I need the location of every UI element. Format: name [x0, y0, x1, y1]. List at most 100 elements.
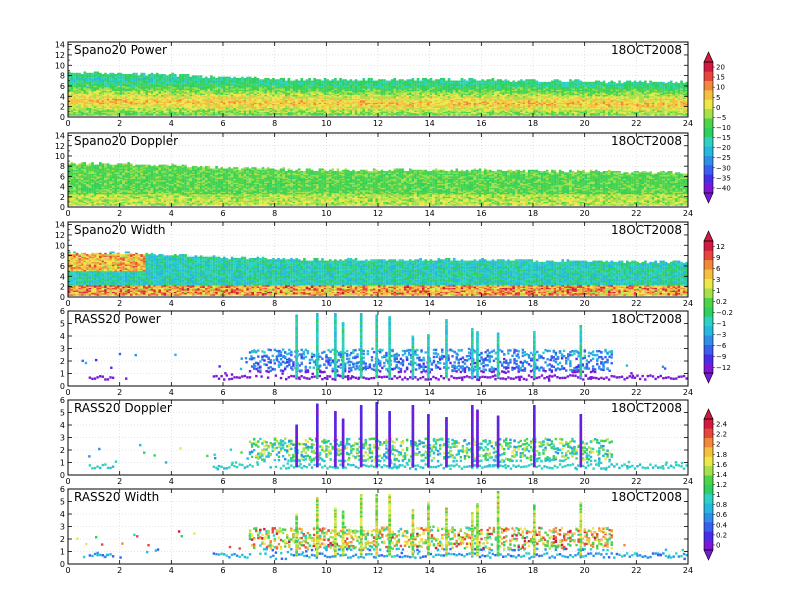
heatmap-cell [166, 80, 169, 83]
heatmap-cell [326, 110, 329, 112]
heatmap-cell [176, 87, 180, 89]
heatmap-cell [88, 93, 92, 96]
heatmap-cell [80, 96, 84, 98]
heatmap-cell [318, 80, 322, 83]
heatmap-cell [318, 110, 322, 112]
heatmap-cell [96, 71, 100, 74]
heatmap-cell [161, 98, 164, 101]
heatmap-cell [354, 79, 358, 81]
heatmap-cell [163, 84, 167, 87]
heatmap-cell [153, 77, 156, 80]
heatmap-cell [166, 94, 169, 97]
heatmap-cell [285, 102, 288, 105]
heatmap-cell [194, 77, 198, 80]
heatmap-cell [274, 81, 278, 84]
heatmap-cell [331, 87, 335, 89]
heatmap-cell [310, 90, 314, 93]
heatmap-cell [220, 76, 224, 79]
heatmap-cell [217, 103, 221, 106]
heatmap-cell [91, 106, 94, 108]
heatmap-cell [277, 112, 280, 115]
heatmap-cell [323, 77, 327, 80]
heatmap-cell [173, 110, 177, 112]
heatmap-cell [341, 92, 345, 94]
heatmap-cell [173, 112, 177, 115]
heatmap-cell [204, 105, 208, 107]
heatmap-cell [233, 80, 236, 83]
heatmap-cell [339, 103, 342, 106]
heatmap-cell [68, 96, 71, 98]
heatmap-cell [295, 112, 298, 115]
heatmap-cell [217, 80, 221, 83]
heatmap-cell [421, 77, 425, 80]
heatmap-cell [246, 77, 249, 80]
heatmap-cell [106, 94, 110, 97]
heatmap-cell [119, 102, 123, 105]
heatmap-cell [161, 75, 164, 77]
heatmap-cell [290, 110, 293, 112]
heatmap-cell [111, 114, 115, 116]
heatmap-cell [80, 110, 84, 112]
heatmap-cell [225, 108, 229, 111]
heatmap-cell [101, 112, 105, 115]
heatmap-cell [130, 114, 133, 116]
heatmap-cell [272, 102, 275, 105]
heatmap-cell [223, 90, 226, 93]
heatmap-cell [132, 87, 136, 89]
heatmap-cell [238, 84, 242, 87]
heatmap-cell [101, 94, 105, 97]
heatmap-cell [137, 98, 141, 101]
heatmap-cell [122, 111, 125, 114]
heatmap-cell [145, 81, 149, 84]
heatmap-cell [75, 74, 79, 76]
heatmap-cell [122, 94, 125, 97]
heatmap-cell [243, 94, 247, 97]
heatmap-cell [233, 76, 236, 79]
heatmap-cell [256, 89, 260, 92]
heatmap-cell [305, 89, 309, 92]
heatmap-cell [184, 87, 187, 89]
heatmap-cell [310, 114, 314, 116]
heatmap-cell [303, 97, 306, 99]
heatmap-cell [212, 114, 216, 116]
heatmap-cell [261, 84, 265, 87]
heatmap-cell [305, 103, 309, 106]
heatmap-cell [310, 88, 314, 90]
heatmap-cell [331, 114, 335, 116]
heatmap-cell [241, 87, 244, 89]
heatmap-cell [73, 110, 76, 112]
heatmap-cell [70, 85, 74, 88]
heatmap-cell [111, 96, 115, 98]
heatmap-cell [181, 105, 185, 107]
heatmap-cell [277, 80, 280, 83]
heatmap-cell [248, 101, 252, 103]
heatmap-cell [83, 112, 87, 115]
heatmap-cell [230, 85, 234, 88]
heatmap-cell [238, 85, 242, 88]
heatmap-cell [217, 84, 221, 87]
heatmap-cell [274, 102, 278, 105]
heatmap-cell [256, 105, 260, 107]
heatmap-cell [114, 81, 118, 84]
heatmap-cell [127, 97, 131, 99]
heatmap-cell [70, 102, 74, 105]
heatmap-cell [173, 90, 177, 93]
heatmap-cell [323, 80, 327, 83]
heatmap-cell [119, 101, 123, 103]
heatmap-cell [166, 76, 169, 79]
heatmap-cell [161, 102, 164, 105]
heatmap-cell [269, 88, 273, 90]
heatmap-cell [197, 85, 200, 88]
heatmap-cell [93, 76, 97, 79]
heatmap-cell [204, 85, 208, 88]
heatmap-cell [316, 110, 319, 112]
heatmap-cell [99, 114, 102, 116]
heatmap-cell [70, 87, 74, 89]
heatmap-cell [192, 94, 195, 97]
heatmap-cell [111, 103, 115, 106]
heatmap-cell [290, 96, 293, 98]
heatmap-cell [336, 94, 340, 97]
heatmap-cell [73, 108, 76, 111]
heatmap-cell [179, 111, 182, 114]
heatmap-cell [210, 94, 213, 97]
